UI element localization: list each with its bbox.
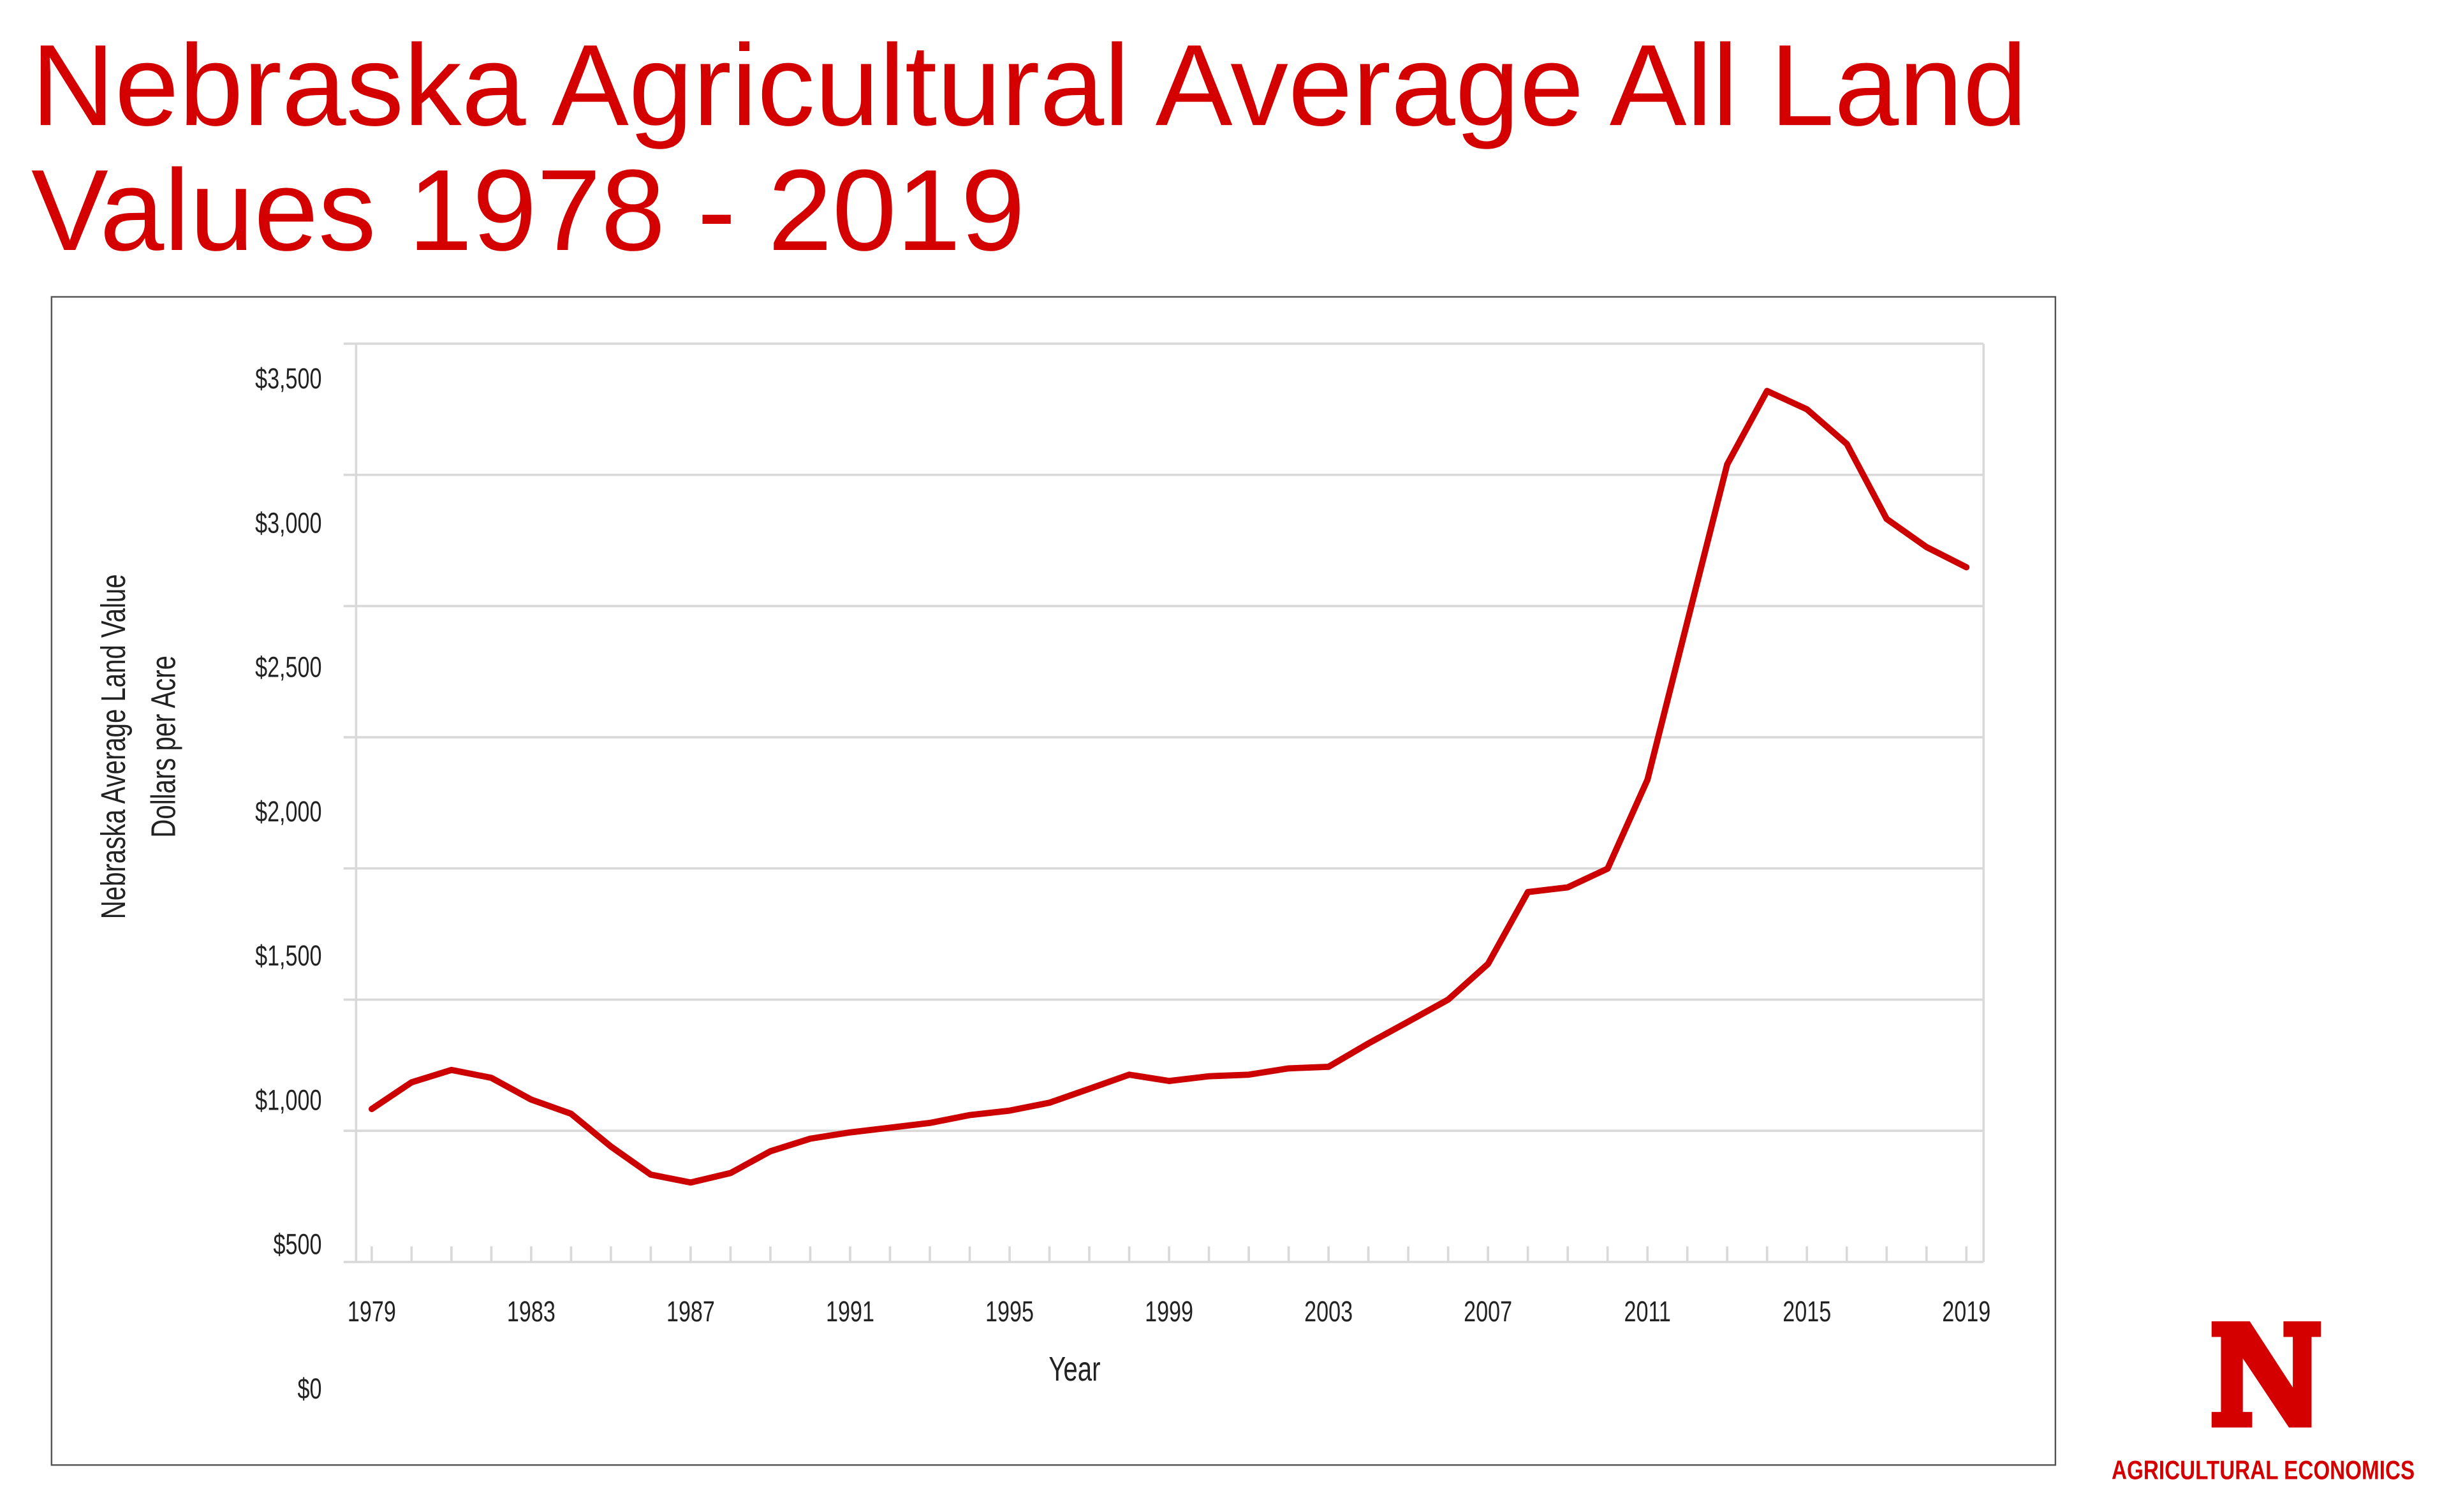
x-tick-label: 1991	[826, 1295, 874, 1328]
y-tick-label: $1,000	[255, 1083, 321, 1116]
line-chart: $0 $500 $1,000 $1,500 $2,000 $2,500 $3,000 $3,5…	[94, 342, 1990, 1405]
y-tick-label: $1,500	[255, 939, 321, 972]
slide-title-line-2: Values 1978 - 2019	[31, 146, 1025, 275]
nebraska-n-logo	[2208, 1318, 2325, 1431]
x-tick-label: 1987	[666, 1295, 715, 1328]
n-logo-icon	[2208, 1318, 2325, 1431]
x-tick-label: 1979	[348, 1295, 396, 1328]
x-tick-label: 2019	[1942, 1295, 1990, 1328]
x-tick-label: 2007	[1464, 1295, 1512, 1328]
y-tick-label: $3,000	[255, 506, 321, 539]
y-tick-label: $3,500	[255, 362, 321, 395]
logo-caption: AGRICULTURAL ECONOMICS	[2112, 1455, 2415, 1485]
y-tick-label: $2,500	[255, 650, 321, 684]
x-axis-title: Year	[1048, 1350, 1100, 1388]
x-tick-label: 1983	[507, 1295, 555, 1328]
y-tick-label: $2,000	[255, 795, 321, 828]
y-axis-title-line-1: Nebraska Average Land Value	[94, 574, 133, 919]
x-tick-label: 2003	[1304, 1295, 1353, 1328]
slide-title-line-1: Nebraska Agricultural Average All Land	[31, 21, 2027, 150]
y-tick-label: $0	[298, 1372, 322, 1405]
x-tick-label: 2011	[1624, 1295, 1670, 1328]
chart-frame	[50, 296, 2057, 1466]
x-tick-label: 1999	[1145, 1295, 1193, 1328]
y-tick-label: $500	[274, 1228, 322, 1261]
x-tick-label: 1995	[985, 1295, 1034, 1328]
y-axis-title-line-2: Dollars per Acre	[145, 656, 183, 838]
x-tick-label: 2015	[1783, 1295, 1831, 1328]
